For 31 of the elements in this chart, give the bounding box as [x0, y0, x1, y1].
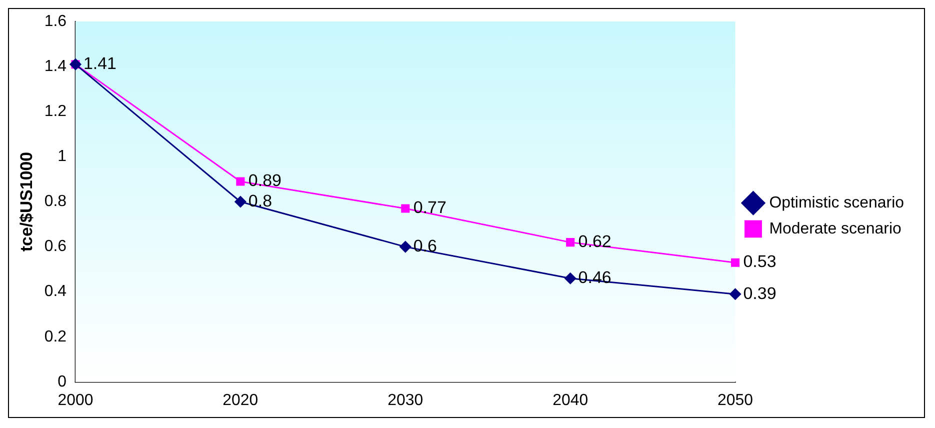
point	[234, 196, 246, 208]
x-tick-label: 2030	[388, 392, 424, 409]
point	[730, 258, 740, 267]
y-tick-label: 1.2	[44, 103, 67, 120]
data-label: 0.39	[743, 284, 776, 303]
data-label: 0.77	[413, 198, 446, 218]
point	[400, 241, 412, 253]
point	[730, 288, 742, 300]
point	[401, 204, 410, 213]
point	[566, 238, 575, 247]
x-tick-label: 2040	[552, 392, 588, 409]
y-tick-label: 0.4	[44, 283, 67, 300]
data-label: 0.53	[743, 252, 776, 272]
point	[564, 272, 576, 284]
legend-label: Moderate scenario	[769, 220, 902, 238]
data-label: 1.41	[83, 54, 116, 73]
legend-label: Optimistic scenario	[769, 194, 904, 212]
x-tick-label: 2000	[58, 392, 94, 409]
x-tick-label: 2020	[222, 392, 258, 409]
y-tick-label: 1.6	[44, 12, 67, 30]
y-tick-label: 0.6	[44, 238, 67, 256]
data-label: 0.89	[248, 171, 282, 190]
x-tick-label: 2050	[718, 392, 754, 409]
y-axis-title: tce/$US1000	[16, 152, 36, 252]
y-tick-label: 0.8	[44, 193, 67, 210]
data-label: 0.8	[248, 191, 272, 210]
y-tick-label: 1.4	[44, 58, 67, 75]
y-tick-label: 0.2	[44, 328, 67, 346]
point	[236, 177, 245, 186]
y-tick-label: 1	[58, 148, 67, 166]
y-tick-label: 0	[58, 373, 67, 390]
